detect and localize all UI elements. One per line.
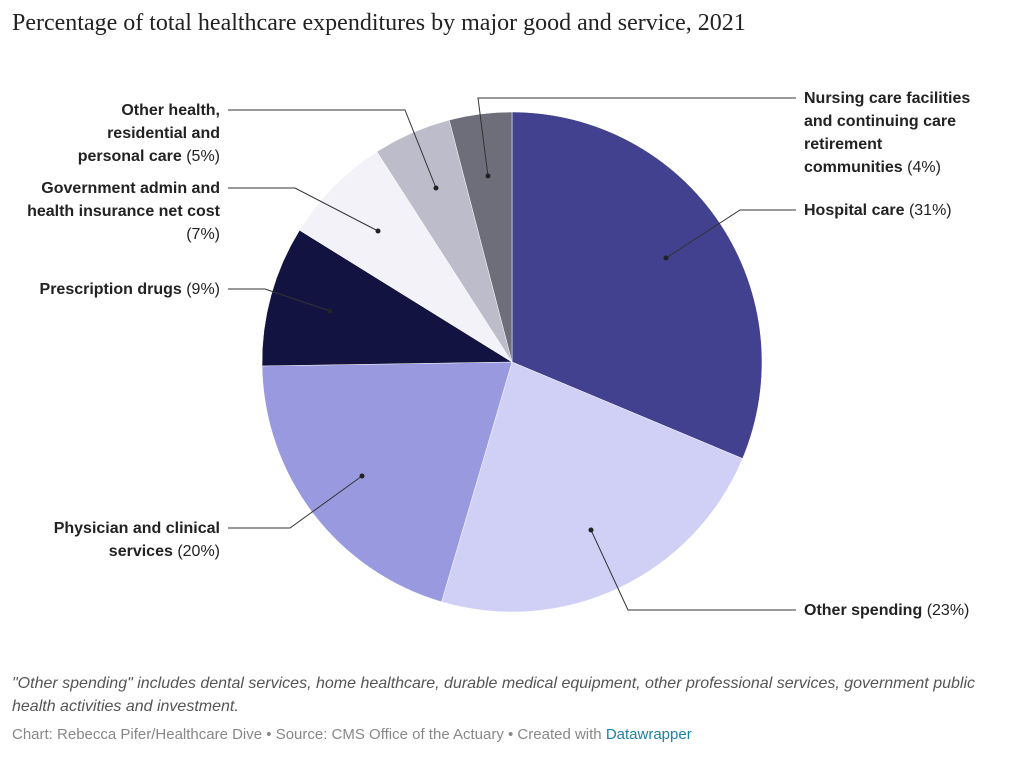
leader-line — [477, 97, 796, 177]
leader-line — [590, 529, 796, 611]
slice-label: Nursing care facilities and continuing c… — [804, 87, 979, 179]
chart-title: Percentage of total healthcare expenditu… — [12, 10, 746, 36]
leader-line — [228, 475, 363, 529]
leader-line — [228, 288, 331, 312]
value-label: (4%) — [907, 159, 941, 176]
category-label: Hospital care — [804, 202, 905, 219]
slice-label: Physician and clinical services (20%) — [20, 517, 220, 563]
leader-dot — [327, 308, 333, 314]
leader-dot — [588, 527, 594, 533]
pie-slice — [261, 229, 513, 367]
category-label: Nursing care facilities and continuing c… — [804, 90, 971, 176]
pie-slice — [261, 361, 513, 603]
leader-dot — [663, 255, 669, 261]
pie-slice — [511, 111, 763, 459]
leader-dot — [485, 173, 491, 179]
leader-line — [228, 187, 379, 232]
slice-label: Other health, residential and personal c… — [40, 99, 220, 168]
category-label: Government admin and health insurance ne… — [27, 180, 220, 220]
leader-dot — [433, 185, 439, 191]
leader-dot — [359, 473, 365, 479]
value-label: (9%) — [186, 281, 220, 298]
leader-line — [665, 209, 796, 259]
value-label: (31%) — [908, 202, 952, 219]
value-label: (20%) — [177, 543, 220, 560]
category-label: Other health, residential and personal c… — [77, 102, 220, 165]
category-label: Physician and clinical services — [53, 520, 220, 560]
slice-label: Prescription drugs (9%) — [0, 278, 220, 301]
slice-label: Hospital care (31%) — [804, 199, 1004, 222]
leader-dot — [375, 228, 381, 234]
credit-link[interactable]: Datawrapper — [605, 726, 692, 743]
category-label: Prescription drugs — [39, 281, 182, 298]
source-text: Chart: Rebecca Pifer/Healthcare Dive • S… — [12, 726, 602, 743]
category-label: Other spending — [804, 602, 923, 619]
source-line: Chart: Rebecca Pifer/Healthcare Dive • S… — [12, 726, 692, 743]
value-label: (23%) — [926, 602, 970, 619]
value-label: (5%) — [186, 148, 220, 165]
pie-slice — [299, 151, 513, 363]
pie-slice — [441, 361, 743, 613]
slice-label: Other spending (23%) — [804, 599, 1004, 622]
leader-line — [228, 109, 437, 189]
chart-note: "Other spending" includes dental service… — [12, 675, 975, 715]
value-label: (7%) — [186, 226, 220, 243]
slice-label: Government admin and health insurance ne… — [5, 177, 220, 246]
